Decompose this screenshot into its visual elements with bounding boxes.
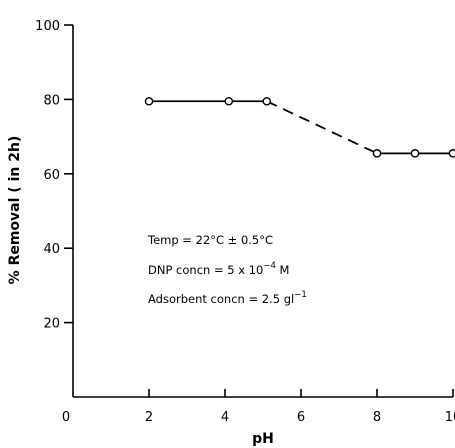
axes — [72, 25, 453, 398]
x-tick-label: 10 — [445, 410, 455, 425]
annotations: Temp = 22°C ± 0.5°C DNP concn = 5 x 10−4… — [147, 233, 307, 306]
x-tick-label: 0 — [62, 410, 70, 425]
annotation-ads-exponent: −1 — [294, 290, 307, 300]
data-point — [262, 96, 272, 106]
x-ticks: 0 2 4 6 8 10 — [62, 389, 455, 425]
x-tick-label: 2 — [145, 410, 153, 425]
y-ticks: 20 40 60 80 100 — [35, 19, 73, 332]
annotation-dnp-exponent: −4 — [263, 261, 276, 271]
y-axis-label: % Removal ( in 2h) — [7, 136, 23, 285]
x-tick-label: 6 — [297, 410, 305, 425]
y-tick-label: 60 — [43, 168, 60, 183]
annotation-dnp-concn: DNP concn = 5 x 10−4 M — [148, 261, 289, 277]
x-tick-label: 4 — [221, 410, 229, 425]
annotation-dnp-prefix: DNP concn = 5 x 10 — [148, 263, 263, 277]
y-tick-label: 100 — [35, 19, 60, 34]
series-markers — [144, 96, 455, 158]
y-tick-label: 20 — [43, 317, 60, 332]
data-point — [448, 149, 455, 158]
annotation-temp: Temp = 22°C ± 0.5°C — [147, 233, 273, 247]
data-point — [144, 96, 154, 106]
data-point — [224, 96, 234, 106]
data-point — [410, 149, 420, 158]
data-point — [372, 149, 382, 158]
annotation-dnp-unit: M — [276, 263, 290, 277]
annotation-adsorbent-concn: Adsorbent concn = 2.5 gl−1 — [148, 290, 307, 306]
series-dashed-segment — [266, 100, 378, 155]
x-tick-label: 8 — [373, 410, 381, 425]
x-axis-label: pH — [252, 431, 274, 447]
annotation-ads-prefix: Adsorbent concn = 2.5 gl — [148, 292, 294, 306]
y-tick-label: 40 — [43, 242, 60, 257]
series-lines — [149, 100, 453, 155]
y-tick-label: 80 — [43, 93, 60, 108]
